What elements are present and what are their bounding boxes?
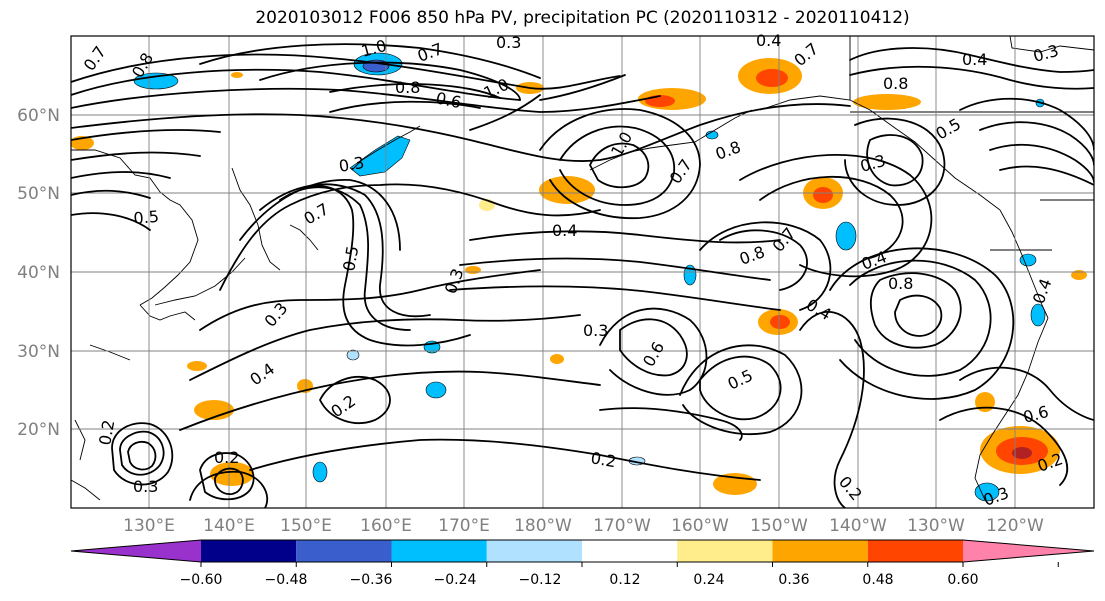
lat-label-20n: 20°N [17,420,60,440]
contour-label: 0.2 [589,448,617,471]
lon-label: 170°E [438,516,490,536]
colorbar: −0.60 −0.48 −0.36 −0.24 −0.12 0.12 0.24 … [70,539,1095,588]
contour-label: 0.8 [883,74,908,93]
coastlines [71,36,1094,501]
colorbar-segment [201,540,297,562]
colorbar-tick-label: 0.24 [693,572,724,588]
lon-label: 150°W [750,516,808,536]
lat-label-60n: 60°N [17,106,60,126]
colorbar-tick-label: 0.48 [862,572,893,588]
colorbar-tick-label: −0.24 [434,572,477,588]
colorbar-segment [71,540,201,562]
colorbar-segment [772,540,868,562]
lon-label: 180°W [514,516,572,536]
colorbar-tick-labels: −0.60 −0.48 −0.36 −0.24 −0.12 0.12 0.24 … [180,572,979,588]
colorbar-tick-label: 0.36 [778,572,809,588]
contour-label: 0.5 [339,244,362,272]
contour-label: 0.6 [434,88,463,112]
lon-label: 130°E [123,516,175,536]
lon-label: 160°W [671,516,729,536]
colorbar-tick-label: −0.36 [350,572,393,588]
contour-label: 0.3 [337,153,365,176]
lat-label-50n: 50°N [17,184,60,204]
colorbar-segment [582,540,678,562]
colorbar-tick-label: 0.12 [609,572,640,588]
colorbar-tick-label: −0.60 [180,572,223,588]
contour-label: 0.3 [583,321,608,340]
contour-label: 0.8 [888,274,913,293]
lon-label: 130°W [907,516,965,536]
map-frame [70,35,1095,509]
latitude-labels: 60°N 50°N 40°N 30°N 20°N [17,106,60,440]
lon-label: 140°W [829,516,887,536]
lon-label: 150°E [280,516,332,536]
colorbar-segments [70,539,1095,563]
lat-label-30n: 30°N [17,342,60,362]
map-title: 2020103012 F006 850 hPa PV, precipitatio… [255,8,910,28]
colorbar-segment [963,540,1094,562]
colorbar-segment [391,540,487,562]
contour-label: 0.4 [756,31,781,50]
colorbar-segment [677,540,773,562]
colorbar-tick-label: 0.60 [947,572,978,588]
colorbar-segment [296,540,392,562]
contour-label: 0.2 [214,448,239,467]
contour-label: 0.4 [962,50,987,69]
colorbar-tick-label: −0.48 [265,572,308,588]
contour-label: 0.3 [496,33,521,52]
colorbar-segment [486,540,582,562]
contour-label: 0.5 [133,207,160,228]
colorbar-tick-label: −0.12 [519,572,562,588]
lon-label: 160°E [360,516,412,536]
lat-label-40n: 40°N [17,263,60,283]
pv-contours [71,43,1094,508]
longitude-labels: 130°E 140°E 150°E 160°E 170°E 180°W 170°… [123,516,1044,536]
lon-label: 140°E [203,516,255,536]
contour-label: 0.3 [133,477,158,496]
colorbar-ticks [200,562,1059,567]
lon-label: 170°W [593,516,651,536]
contour-label: 0.8 [395,78,420,97]
contour-label: 0.2 [95,418,118,446]
contour-label: 0.4 [552,221,577,240]
colorbar-segment [867,540,963,562]
lon-label: 120°W [986,516,1044,536]
